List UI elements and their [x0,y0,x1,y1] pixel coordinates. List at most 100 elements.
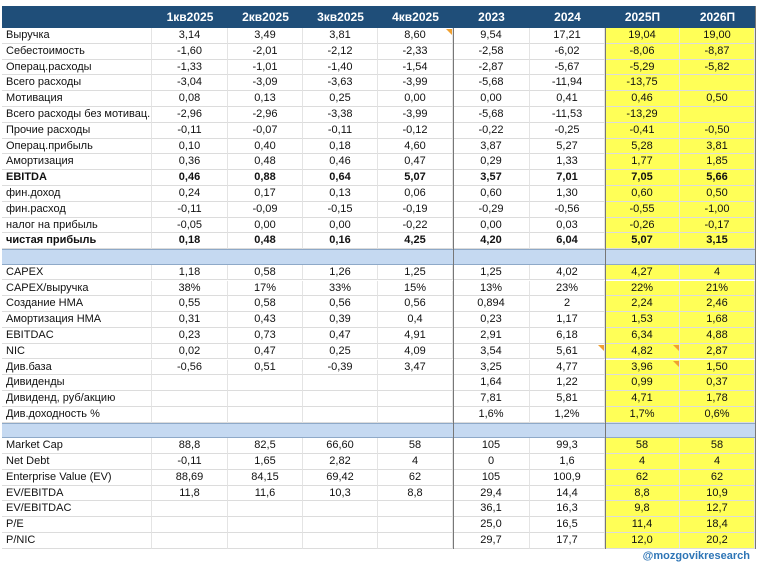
row-label: CAPEX [2,264,152,281]
cell: 18,4 [680,517,755,533]
cell: 1,25 [378,264,453,281]
cell [152,375,228,392]
cell [378,375,453,392]
cell: 14,4 [530,485,605,502]
cell: 3,81 [680,138,755,155]
cell: 19,00 [680,28,755,44]
cell: 3,47 [378,359,453,376]
cell: 0,56 [303,296,378,313]
column-header: 2023 [453,6,530,28]
cell: 6,34 [605,327,680,344]
cell: 62 [680,469,755,486]
cell: 1,85 [680,154,755,171]
cell: 0,56 [378,296,453,313]
cell: -3,99 [378,107,453,123]
cell: 7,01 [530,170,605,186]
cell: 82,5 [228,438,303,454]
cell: 0,48 [228,154,303,171]
cell: 10,3 [303,485,378,502]
cell: 3,87 [453,138,530,155]
cell: 19,04 [605,28,680,44]
column-header: 3кв2025 [303,6,378,28]
cell: 4 [680,264,755,281]
row-label: Дивиденд, руб/акцию [2,391,152,407]
cell: 100,9 [530,469,605,486]
cell: 5,81 [530,391,605,407]
cell: 1,30 [530,186,605,202]
cell: 0,06 [378,186,453,202]
cell: 0,46 [303,154,378,171]
cell: 3,57 [453,170,530,186]
column-divider [755,6,756,549]
cell: -2,33 [378,43,453,60]
cell: 21% [680,280,755,297]
cell: 22% [605,280,680,297]
row-label: P/E [2,517,152,533]
cell: 11,4 [605,517,680,533]
cell: 4,02 [530,264,605,281]
cell: -0,55 [605,201,680,218]
cell: 0,00 [303,217,378,234]
row-label: EV/EBITDA [2,485,152,502]
cell: 4,09 [378,343,453,360]
column-header: 2кв2025 [228,6,303,28]
cell: 0,13 [228,91,303,107]
cell: -1,00 [680,201,755,218]
row-label: Создание НМА [2,296,152,313]
cell: 62 [378,469,453,486]
cell: 4 [605,454,680,470]
cell: -1,33 [152,59,228,76]
cell: 0,16 [303,233,378,250]
cell: 0,40 [228,138,303,155]
cell: 0,39 [303,312,378,328]
cell: 3,25 [453,359,530,376]
cell: 12,7 [680,501,755,518]
cell: 5,27 [530,138,605,155]
cell: -8,87 [680,43,755,60]
cell: -3,04 [152,75,228,92]
cell [152,391,228,407]
cell: -0,22 [378,217,453,234]
cell: -0,11 [152,201,228,218]
cell: 15% [378,280,453,297]
cell: 2 [530,296,605,313]
cell [228,391,303,407]
cell: -13,75 [605,75,680,92]
cell: 58 [680,438,755,454]
cell [228,406,303,423]
cell: 0,00 [378,91,453,107]
cell [152,406,228,423]
row-label: EBITDAC [2,327,152,344]
cell: -0,39 [303,359,378,376]
cell: 0,58 [228,296,303,313]
row-label: EBITDA [2,170,152,186]
cell: -6,02 [530,43,605,60]
cell: -0,25 [530,122,605,139]
cell: 16,3 [530,501,605,518]
cell: -0,56 [530,201,605,218]
comment-marker [446,29,452,35]
comment-marker [673,344,679,351]
row-label: Market Cap [2,438,152,454]
cell: 17,7 [530,533,605,549]
cell: 1,18 [152,264,228,281]
cell: 105 [453,469,530,486]
cell: 4,88 [680,327,755,344]
cell: -0,29 [453,201,530,218]
cell: -0,19 [378,201,453,218]
cell: 69,42 [303,469,378,486]
cell: 8,60 [378,28,453,44]
cell: -2,58 [453,43,530,60]
cell: 7,05 [605,170,680,186]
cell: 0,00 [453,217,530,234]
cell: 1,7% [605,406,680,423]
cell: -0,22 [453,122,530,139]
cell: 0,99 [605,375,680,392]
column-header: 4кв2025 [378,6,453,28]
cell: 4 [378,454,453,470]
cell: 17% [228,280,303,297]
cell: -0,17 [680,217,755,234]
cell: 4,20 [453,233,530,250]
cell: -5,68 [453,75,530,92]
cell: -3,99 [378,75,453,92]
